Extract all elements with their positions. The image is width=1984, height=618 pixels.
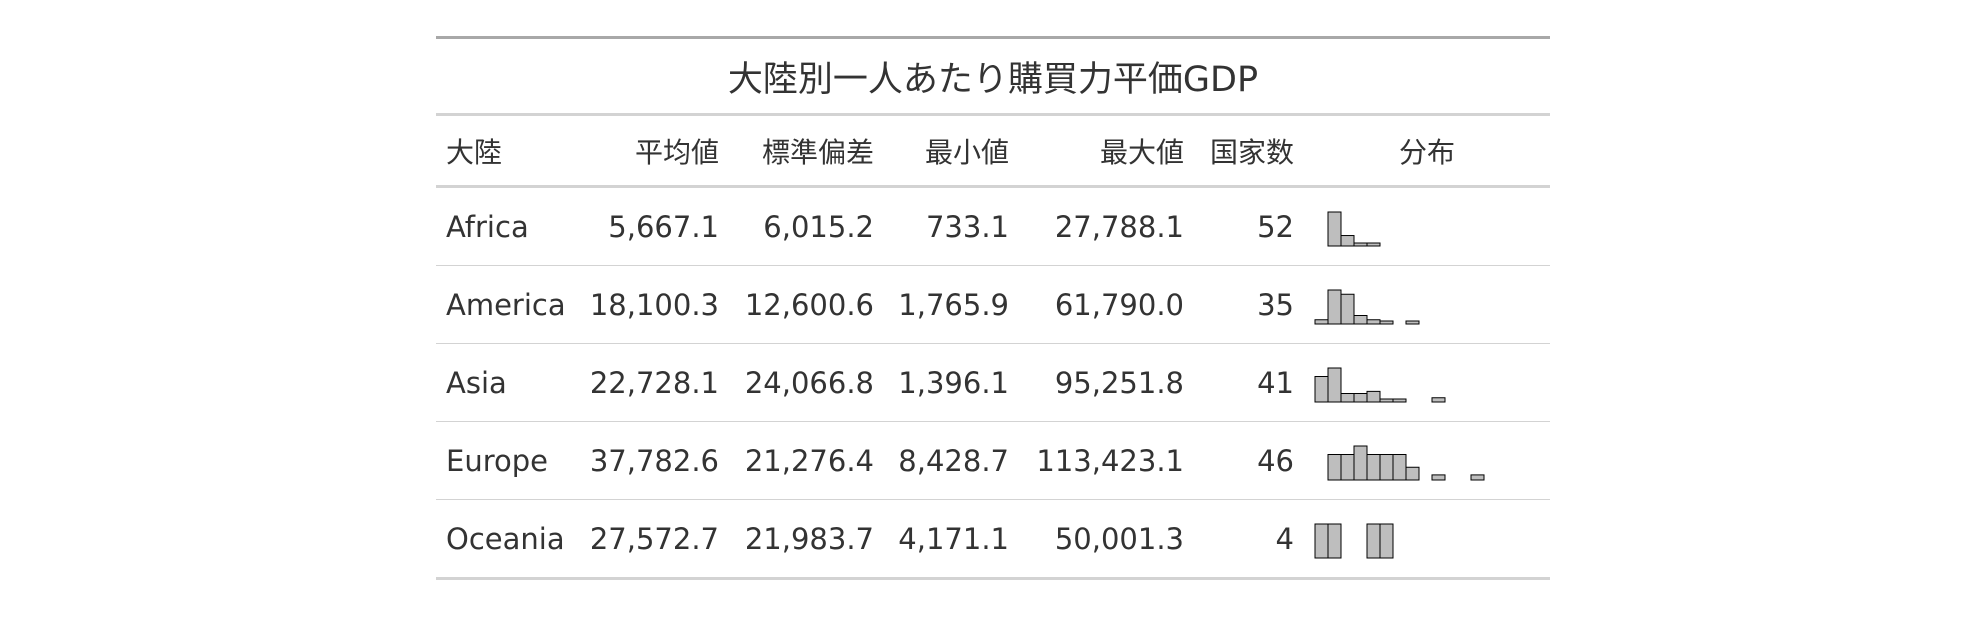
histogram-bar — [1392, 398, 1407, 402]
histogram-bar — [1392, 453, 1407, 480]
histogram-bar — [1379, 523, 1394, 558]
histogram-bar — [1353, 314, 1368, 324]
cell-count: 52 — [1194, 186, 1304, 266]
gdp-summary-table: 大陸別一人あたり購買力平価GDP 大陸 平均値 標準偏差 最小値 最大値 国家数… — [436, 36, 1551, 580]
cell-distribution — [1304, 186, 1551, 266]
cell-sd: 21,983.7 — [729, 499, 884, 580]
cell-mean: 22,728.1 — [574, 343, 729, 422]
cell-count: 41 — [1194, 343, 1304, 422]
histogram-bar — [1366, 318, 1381, 324]
cell-distribution — [1304, 265, 1551, 344]
histogram-bar — [1431, 396, 1446, 402]
cell-sd: 6,015.2 — [729, 186, 884, 266]
histogram-bar — [1327, 211, 1342, 246]
cell-continent: Europe — [436, 421, 574, 500]
cell-sd: 21,276.4 — [729, 421, 884, 500]
histogram-bar — [1340, 392, 1355, 402]
cell-mean: 37,782.6 — [574, 421, 729, 500]
cell-mean: 5,667.1 — [574, 186, 729, 266]
histogram-bar — [1405, 466, 1420, 480]
histogram-bar — [1327, 523, 1342, 558]
cell-continent: Oceania — [436, 499, 574, 580]
histogram-bar — [1379, 398, 1394, 402]
histogram-bar — [1353, 242, 1368, 246]
histogram-bar — [1340, 453, 1355, 480]
cell-mean: 18,100.3 — [574, 265, 729, 344]
table-row: Asia 22,728.1 24,066.8 1,396.1 95,251.8 … — [436, 343, 1551, 422]
column-header-sd: 標準偏差 — [729, 114, 884, 188]
histogram-bar — [1353, 392, 1368, 402]
histogram-bar — [1327, 289, 1342, 324]
histogram-bar — [1366, 242, 1381, 246]
distribution-histogram — [1314, 367, 1446, 402]
cell-min: 4,171.1 — [884, 499, 1019, 580]
histogram-bar — [1327, 453, 1342, 480]
distribution-histogram — [1314, 289, 1420, 324]
histogram-bar — [1353, 445, 1368, 480]
column-header-mean: 平均値 — [574, 114, 729, 188]
cell-count: 46 — [1194, 421, 1304, 500]
histogram-bar — [1340, 293, 1355, 324]
gdp-summary-table-container: 大陸別一人あたり購買力平価GDP 大陸 平均値 標準偏差 最小値 最大値 国家数… — [436, 36, 1551, 580]
cell-distribution — [1304, 343, 1551, 422]
cell-mean: 27,572.7 — [574, 499, 729, 580]
title-row: 大陸別一人あたり購買力平価GDP — [436, 36, 1551, 116]
histogram-bar — [1327, 367, 1342, 402]
cell-max: 95,251.8 — [1019, 343, 1194, 422]
histogram-bar — [1470, 473, 1485, 481]
column-header-count: 国家数 — [1194, 114, 1304, 188]
distribution-histogram — [1327, 445, 1485, 481]
histogram-bar — [1379, 320, 1394, 324]
histogram-bar — [1314, 375, 1329, 402]
cell-distribution — [1304, 499, 1551, 580]
cell-max: 61,790.0 — [1019, 265, 1194, 344]
histogram-bar — [1366, 523, 1381, 558]
cell-continent: Africa — [436, 186, 574, 266]
table-row: Africa 5,667.1 6,015.2 733.1 27,788.1 52 — [436, 186, 1551, 266]
cell-min: 8,428.7 — [884, 421, 1019, 500]
cell-min: 1,765.9 — [884, 265, 1019, 344]
cell-distribution — [1304, 421, 1551, 500]
table-row: Oceania 27,572.7 21,983.7 4,171.1 50,001… — [436, 499, 1551, 580]
distribution-histogram — [1327, 211, 1381, 246]
distribution-histogram — [1314, 523, 1394, 558]
histogram-bar — [1314, 523, 1329, 558]
cell-max: 113,423.1 — [1019, 421, 1194, 500]
cell-max: 27,788.1 — [1019, 186, 1194, 266]
cell-count: 35 — [1194, 265, 1304, 344]
column-header-min: 最小値 — [884, 114, 1019, 188]
column-header-distribution: 分布 — [1304, 114, 1551, 188]
cell-min: 733.1 — [884, 186, 1019, 266]
cell-continent: America — [436, 265, 574, 344]
cell-sd: 12,600.6 — [729, 265, 884, 344]
cell-max: 50,001.3 — [1019, 499, 1194, 580]
table-row: America 18,100.3 12,600.6 1,765.9 61,790… — [436, 265, 1551, 344]
histogram-bar — [1379, 453, 1394, 480]
histogram-bar — [1340, 234, 1355, 246]
histogram-bar — [1405, 320, 1420, 324]
histogram-bar — [1366, 390, 1381, 402]
histogram-bar — [1366, 453, 1381, 480]
header-row: 大陸 平均値 標準偏差 最小値 最大値 国家数 分布 — [436, 114, 1551, 188]
cell-min: 1,396.1 — [884, 343, 1019, 422]
column-header-continent: 大陸 — [436, 114, 574, 188]
column-header-max: 最大値 — [1019, 114, 1194, 188]
table-row: Europe 37,782.6 21,276.4 8,428.7 113,423… — [436, 421, 1551, 500]
cell-continent: Asia — [436, 343, 574, 422]
histogram-bar — [1431, 473, 1446, 481]
table-title: 大陸別一人あたり購買力平価GDP — [436, 36, 1551, 116]
cell-count: 4 — [1194, 499, 1304, 580]
histogram-bar — [1314, 318, 1329, 324]
cell-sd: 24,066.8 — [729, 343, 884, 422]
